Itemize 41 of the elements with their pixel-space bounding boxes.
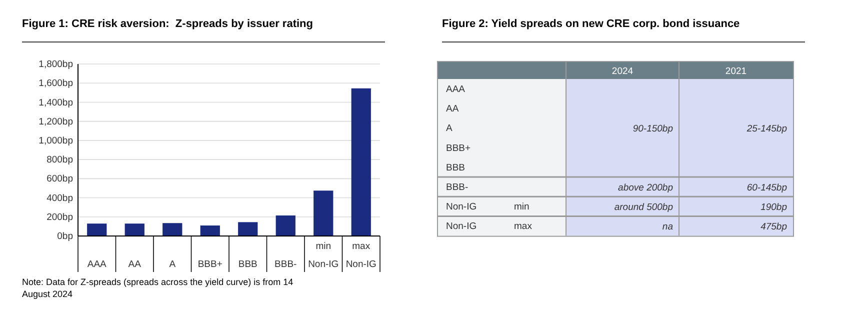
y-tick-label: 1,200bp <box>38 116 73 128</box>
text: Figure 2: Yield spreads on new CRE corp. bond issuance <box>442 18 740 30</box>
category-label: BBB- <box>446 182 468 193</box>
x-tick-label: AA <box>128 259 142 270</box>
x-tick-label: max Non-IG <box>346 241 376 270</box>
category-label: AAA <box>446 84 466 95</box>
category-label: min <box>514 202 530 213</box>
category-label: max <box>514 221 532 232</box>
y-tick-label: 200bp <box>46 212 73 223</box>
category-label: A <box>446 123 452 134</box>
text: 90-150bp <box>632 124 673 134</box>
category-label: AA <box>446 104 459 115</box>
category-label: Non-IG <box>446 202 477 213</box>
category-label: BBB+ <box>446 142 471 154</box>
x-tick-label: BBB+ <box>198 259 223 270</box>
category-label: BBB <box>446 162 466 174</box>
y-tick-label: 1,400bp <box>38 97 73 108</box>
text: 190bp <box>760 202 787 213</box>
text: above 200bp <box>618 182 673 194</box>
y-tick-label: 800bp <box>46 154 73 166</box>
x-tick-label: AAA <box>87 259 108 270</box>
y-tick-label: 1,000bp <box>38 135 73 146</box>
x-tick-label: BBB- <box>274 259 297 270</box>
y-tick-label: 400bp <box>46 192 73 204</box>
category-label: 2021 <box>725 66 747 77</box>
text: 25-145bp <box>746 124 787 134</box>
text: na <box>662 222 673 232</box>
y-tick-label: 1,800bp <box>38 59 73 70</box>
x-tick-label: BBB <box>238 259 258 270</box>
text: 60-145bp <box>746 182 787 194</box>
chart-title: Figure 1: CRE risk aversion: Z-spreads by issuer rating <box>22 18 313 30</box>
x-tick-label: min Non-IG <box>308 241 339 270</box>
y-tick-label: 600bp <box>46 174 73 185</box>
x-tick-label: A <box>169 259 176 270</box>
category-label: Non-IG <box>446 221 477 232</box>
y-tick-label: 0bp <box>57 231 73 242</box>
text: Note: Data for Z-spreads (spreads across the yield curve) is from 14 August 2024 <box>22 277 294 299</box>
text: around 500bp <box>614 202 673 213</box>
y-tick-label: 1,600bp <box>38 78 73 90</box>
text: 475bp <box>760 222 787 232</box>
category-label: 2024 <box>612 66 634 77</box>
